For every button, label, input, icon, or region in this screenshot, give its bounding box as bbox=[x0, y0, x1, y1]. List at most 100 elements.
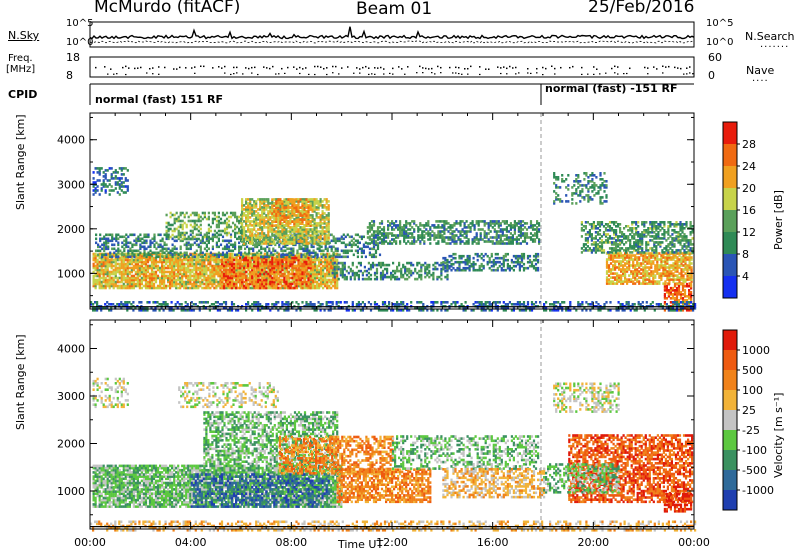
data-cell bbox=[153, 283, 155, 286]
data-cell bbox=[279, 271, 281, 274]
data-cell bbox=[149, 265, 151, 268]
nave-dot bbox=[455, 72, 457, 73]
nave-dot bbox=[332, 72, 334, 73]
data-cell bbox=[197, 267, 199, 270]
data-cell bbox=[273, 265, 275, 268]
data-cell bbox=[241, 263, 243, 266]
data-cell bbox=[277, 279, 279, 282]
freq-dot bbox=[614, 66, 616, 68]
nave-dot bbox=[404, 74, 406, 75]
freq-dot bbox=[341, 67, 343, 69]
freq-dot bbox=[332, 66, 334, 68]
freq-dot bbox=[212, 67, 214, 69]
data-cell bbox=[183, 281, 185, 284]
data-cell bbox=[233, 283, 235, 286]
data-cell bbox=[139, 265, 141, 268]
data-cell bbox=[167, 265, 169, 268]
data-cell bbox=[191, 269, 193, 272]
data-cell bbox=[253, 283, 255, 286]
data-cell bbox=[165, 285, 167, 288]
data-cell bbox=[255, 287, 257, 290]
data-cell bbox=[257, 275, 259, 278]
data-cell bbox=[235, 287, 237, 290]
data-cell bbox=[265, 271, 267, 274]
data-cell bbox=[287, 265, 289, 268]
data-cell bbox=[97, 259, 99, 262]
data-cell bbox=[187, 275, 189, 278]
data-cell bbox=[205, 265, 207, 268]
nave-dot bbox=[194, 73, 196, 74]
freq-dot bbox=[224, 66, 226, 68]
data-cell bbox=[326, 279, 328, 282]
data-cell bbox=[269, 269, 271, 272]
freq-dot bbox=[527, 68, 529, 70]
data-cell bbox=[165, 275, 167, 278]
freq-dot bbox=[611, 68, 613, 70]
freq-dot bbox=[425, 68, 427, 70]
freq-dot bbox=[347, 66, 349, 68]
data-cell bbox=[227, 259, 229, 262]
nave-dot bbox=[479, 74, 481, 75]
data-cell bbox=[223, 273, 225, 276]
freq-dot bbox=[179, 67, 181, 69]
data-cell bbox=[167, 271, 169, 274]
data-cell bbox=[93, 263, 95, 266]
data-cell bbox=[247, 257, 249, 260]
freq-dot bbox=[485, 68, 487, 70]
nave-dot bbox=[434, 73, 436, 74]
data-cell bbox=[257, 279, 259, 282]
data-cell bbox=[109, 271, 111, 274]
freq-dot bbox=[269, 68, 271, 70]
data-cell bbox=[231, 283, 233, 286]
data-cell bbox=[153, 257, 155, 260]
data-cell bbox=[125, 277, 127, 280]
data-cell bbox=[245, 287, 247, 290]
data-cell bbox=[167, 275, 169, 278]
data-cell bbox=[181, 273, 183, 276]
freq-dot bbox=[272, 66, 274, 68]
data-cell bbox=[312, 259, 314, 262]
data-cell bbox=[103, 285, 105, 288]
nave-dot bbox=[392, 74, 394, 75]
freq-dot bbox=[644, 67, 646, 69]
data-cell bbox=[209, 287, 211, 290]
freq-dot bbox=[176, 68, 178, 70]
data-cell bbox=[223, 265, 225, 268]
data-cell bbox=[318, 277, 320, 280]
nave-dot bbox=[536, 72, 538, 73]
nave-dot bbox=[461, 74, 463, 75]
data-cell bbox=[231, 269, 233, 272]
data-cell bbox=[199, 281, 201, 284]
data-cell bbox=[117, 263, 119, 266]
freq-dot bbox=[263, 66, 265, 68]
freq-dot bbox=[185, 67, 187, 69]
data-cell bbox=[271, 273, 273, 276]
data-cell bbox=[251, 281, 253, 284]
data-cell bbox=[314, 285, 316, 288]
data-cell bbox=[113, 265, 115, 268]
data-cell bbox=[263, 273, 265, 276]
data-cell bbox=[287, 271, 289, 274]
data-cell bbox=[177, 283, 179, 286]
nave-dot bbox=[647, 73, 649, 74]
data-cell bbox=[189, 287, 191, 290]
freq-dot bbox=[335, 66, 337, 68]
data-cell bbox=[193, 273, 195, 276]
data-cell bbox=[271, 277, 273, 280]
data-cell bbox=[191, 275, 193, 278]
data-cell bbox=[283, 265, 285, 268]
data-cell bbox=[225, 265, 227, 268]
freq-dot bbox=[428, 68, 430, 70]
nave-dot bbox=[605, 73, 607, 74]
freq-dot bbox=[455, 67, 457, 69]
data-cell bbox=[328, 285, 330, 288]
freq-dot bbox=[302, 68, 304, 70]
freq-dot bbox=[287, 67, 289, 69]
nave-dot bbox=[614, 72, 616, 73]
data-cell bbox=[177, 287, 179, 290]
data-cell bbox=[287, 283, 289, 286]
data-cell bbox=[275, 265, 277, 268]
nave-dot bbox=[257, 74, 259, 75]
freq-dot bbox=[419, 66, 421, 68]
rti-figure: 1000200030004000 100020003000400000:00 04… bbox=[0, 0, 800, 554]
